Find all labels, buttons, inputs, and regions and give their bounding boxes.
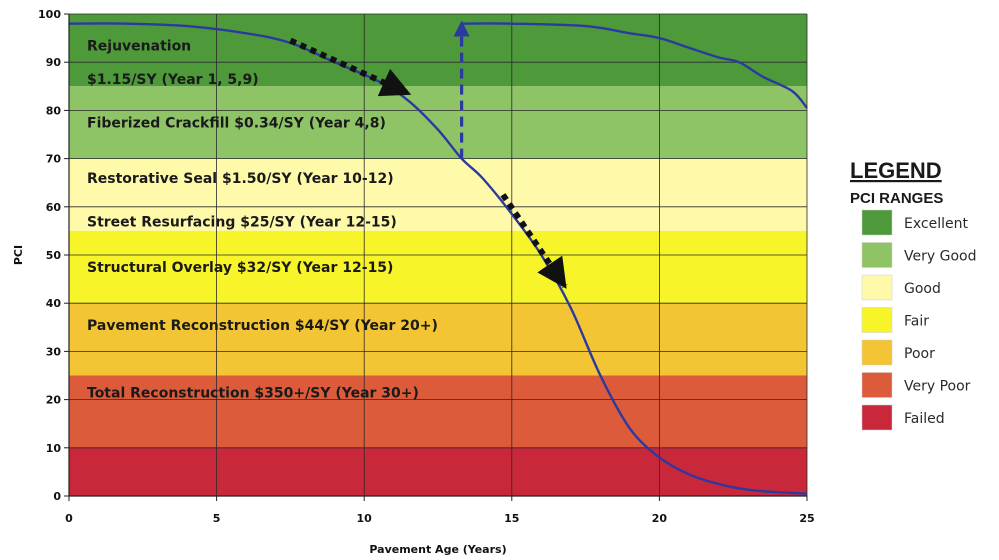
- x-tick-label: 5: [213, 512, 221, 525]
- y-tick-label: 80: [46, 104, 62, 117]
- treatment-label: Rejuvenation: [87, 38, 191, 54]
- deterioration-arrow-1: [500, 193, 568, 289]
- legend-swatch-1: [861, 242, 893, 268]
- pci-band-4: [69, 303, 807, 376]
- legend-swatch-5: [861, 372, 893, 398]
- x-tick-label: 20: [652, 512, 668, 525]
- x-tick-label: 0: [65, 512, 73, 525]
- y-tick-label: 90: [46, 56, 62, 69]
- x-tick-label: 25: [799, 512, 814, 525]
- legend-subtitle: PCI RANGES: [850, 190, 943, 207]
- treatment-label: Total Reconstruction $350+/SY (Year 30+): [87, 385, 419, 401]
- pci-curves: [68, 22, 808, 495]
- legend-label-1: Very Good: [904, 249, 976, 265]
- treatment-labels: Rejuvenation $1.15/SY (Year 1, 5,9) Fiberi…: [87, 38, 438, 401]
- y-tick-label: 60: [46, 201, 62, 214]
- legend-label-6: Failed: [904, 411, 945, 427]
- y-tick-label: 50: [46, 249, 62, 262]
- y-tick-label: 40: [46, 297, 62, 310]
- legend-swatch-6: [861, 404, 893, 431]
- y-tick-label: 20: [46, 394, 62, 407]
- legend: LEGEND PCI RANGES Excellent Very Good Good Fa…: [850, 158, 976, 431]
- treatment-label: $1.15/SY (Year 1, 5,9): [87, 72, 259, 88]
- pci-band-1: [69, 86, 807, 159]
- y-tick-label: 30: [46, 345, 62, 358]
- pci-curve-1: [461, 22, 808, 109]
- x-tick-label: 15: [504, 512, 519, 525]
- pci-band-5: [69, 375, 807, 448]
- treatment-arrows: [289, 20, 568, 289]
- pci-band-2: [69, 158, 807, 231]
- x-tick-label: 10: [357, 512, 373, 525]
- legend-label-2: Good: [904, 281, 941, 297]
- pci-bands: [69, 14, 807, 496]
- pci-band-6: [69, 447, 807, 496]
- legend-swatch-3: [861, 307, 893, 333]
- axes: 0 10 20 30 40 50 60 70 80 90 100 0 5 10 15 20 25 Pavement…: [12, 8, 815, 556]
- legend-label-0: Excellent: [904, 216, 968, 232]
- treatment-label: Street Resurfacing $25/SY (Year 12-15): [87, 214, 397, 230]
- pci-band-3: [69, 230, 807, 304]
- legend-swatch-0: [861, 209, 893, 236]
- treatment-label: Structural Overlay $32/SY (Year 12-15): [87, 260, 393, 276]
- x-axis-title: Pavement Age (Years): [369, 543, 506, 556]
- y-tick-label: 70: [46, 153, 62, 166]
- y-axis-title: PCI: [12, 245, 25, 265]
- treatment-label: Restorative Seal $1.50/SY (Year 10-12): [87, 171, 394, 187]
- y-tick-label: 10: [46, 442, 62, 455]
- legend-swatch-4: [861, 339, 893, 366]
- legend-swatch-2: [861, 274, 893, 301]
- legend-label-3: Fair: [904, 314, 929, 330]
- treatment-label: Fiberized Crackfill $0.34/SY (Year 4,8): [87, 115, 386, 131]
- legend-label-4: Poor: [904, 346, 935, 362]
- legend-title: LEGEND: [850, 158, 942, 183]
- treatment-label: Pavement Reconstruction $44/SY (Year 20+…: [87, 318, 438, 334]
- y-tick-label: 0: [53, 490, 61, 503]
- pci-curve-0: [68, 22, 808, 495]
- legend-label-5: Very Poor: [904, 379, 971, 395]
- y-tick-label: 100: [38, 8, 61, 21]
